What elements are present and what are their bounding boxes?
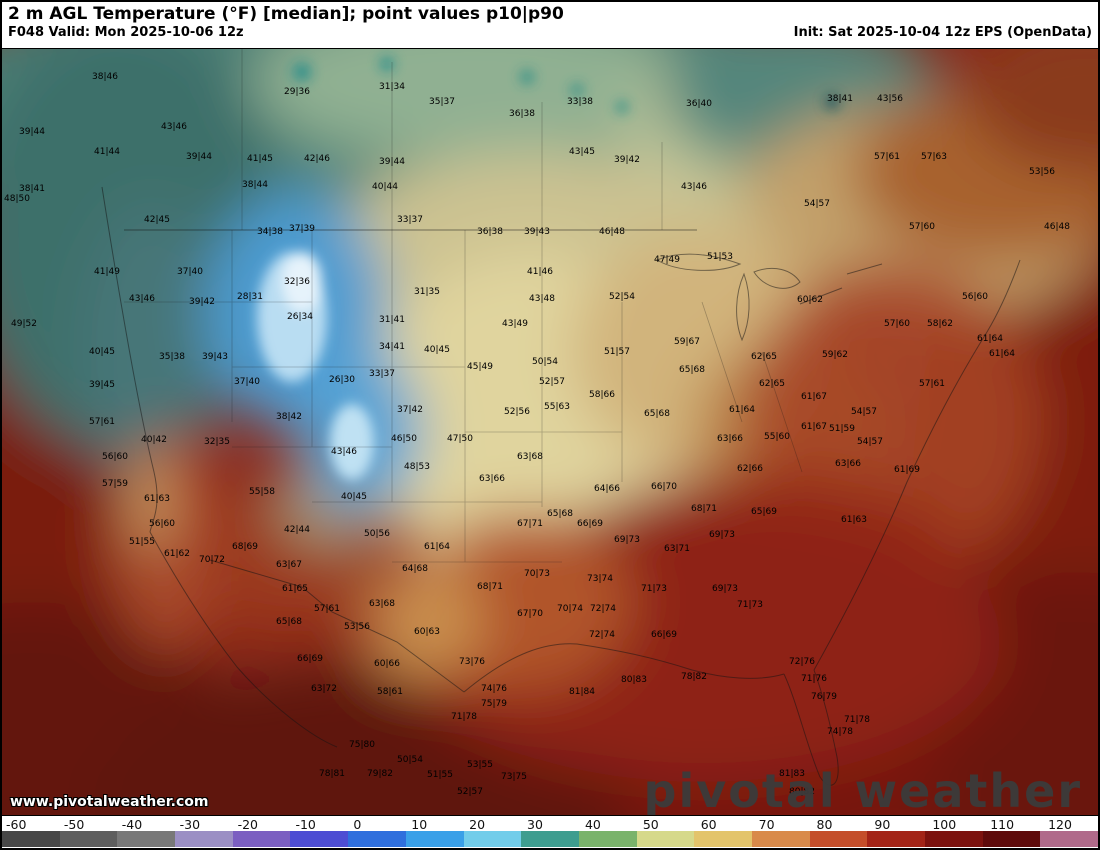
cold-cores [257, 252, 374, 480]
colorbar-tick: -60 [6, 817, 27, 832]
colorbar-segment [1040, 831, 1098, 847]
coastline-borders [101, 186, 1021, 786]
colorbar-tick: 60 [700, 817, 717, 832]
colorbar-tick: 110 [990, 817, 1015, 832]
state-borders [124, 48, 803, 563]
colorbar-tick: 100 [932, 817, 957, 832]
colorbar-segment [117, 831, 176, 847]
colorbar-segment [751, 831, 810, 847]
colorbar-segment [694, 831, 752, 847]
colorbar-segment [232, 831, 291, 847]
colorbar-tick: 10 [411, 817, 428, 832]
colorbar-segment [59, 831, 118, 847]
colorbar-tick-labels: -60 -50 -40 -30 -20 -10 0 10 20 30 40 50 60 70 80 90 100… [2, 816, 1098, 832]
init-time-label: Init: Sat 2025-10-04 12z EPS (OpenData) [793, 25, 1092, 40]
colorbar-segment [925, 831, 983, 847]
colorbar-segment [867, 831, 925, 847]
terrain-specks [292, 56, 840, 114]
colorbar-segment [405, 831, 464, 847]
colorbar-tick: 90 [874, 817, 891, 832]
colorbar-tick: 70 [758, 817, 775, 832]
colorbar-segment [463, 831, 522, 847]
colorbar-segment [578, 831, 637, 847]
colorbar-segment [521, 831, 579, 847]
colorbar-tick: 120 [1048, 817, 1072, 832]
colorbar-tick: -10 [295, 817, 316, 832]
colorbar-tick: 50 [642, 817, 659, 832]
temperature-colorbar: -60 -50 -40 -30 -20 -10 0 10 20 30 40 50 60 70 80 90 100… [2, 815, 1098, 848]
colorbar-tick: 30 [527, 817, 543, 832]
colorbar-segment [290, 831, 349, 847]
temperature-field-map [2, 48, 1098, 820]
colorbar-tick: -30 [179, 817, 201, 832]
colorbar-strip [2, 831, 1098, 847]
brand-watermark: pivotal weather [643, 764, 1082, 818]
colorbar-tick: 20 [469, 817, 486, 832]
colorbar-tick: 0 [353, 817, 362, 832]
valid-time-label: F048 Valid: Mon 2025-10-06 12z [8, 25, 244, 40]
map-title: 2 m AGL Temperature (°F) [median]; point… [8, 4, 564, 24]
colorbar-segment [175, 831, 233, 847]
colorbar-segment [809, 831, 868, 847]
colorbar-segment [636, 831, 695, 847]
colorbar-segment [982, 831, 1041, 847]
colorbar-segment [348, 831, 406, 847]
url-watermark: www.pivotalweather.com [10, 794, 209, 810]
colorbar-tick: 80 [816, 817, 833, 832]
colorbar-tick: 40 [584, 817, 601, 832]
colorbar-tick: -20 [237, 817, 258, 832]
map-header: 2 m AGL Temperature (°F) [median]; point… [2, 2, 1098, 49]
colorbar-tick: -50 [63, 817, 85, 832]
colorbar-segment [2, 831, 60, 847]
temperature-blobs [2, 48, 1098, 820]
map-subheader: F048 Valid: Mon 2025-10-06 12z Init: Sat… [2, 24, 1098, 40]
colorbar-tick: -40 [121, 817, 143, 832]
